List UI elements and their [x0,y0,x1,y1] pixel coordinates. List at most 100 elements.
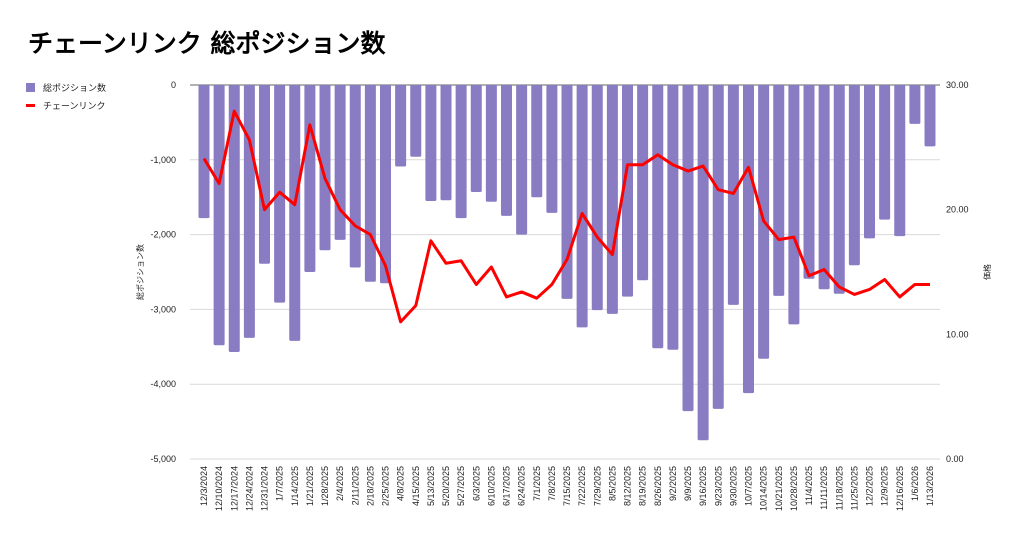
x-tick-label: 12/24/2024 [244,466,254,511]
bar [289,85,301,341]
y-tick-right: 20.00 [946,205,969,215]
y-tick-left: -1,000 [150,155,176,165]
bar [712,85,724,409]
legend-label: チェーンリンク [43,101,106,112]
bar [425,85,437,201]
x-tick-label: 2/4/2025 [335,466,345,501]
bar [243,85,255,338]
x-tick-label: 7/8/2025 [547,466,557,501]
x-tick-label: 1/14/2025 [290,466,300,506]
legend-swatch-bar [26,82,35,92]
x-tick-label: 11/18/2025 [834,466,844,510]
y-tick-right: 30.00 [946,80,969,90]
bar [803,85,815,279]
x-tick-label: 7/1/2025 [532,466,542,501]
bar [697,85,709,441]
bar [455,85,467,219]
bar [924,85,936,147]
y-axis-label-left: 総ポジション数 [135,244,145,300]
x-tick-label: 1/28/2025 [320,466,330,506]
x-tick-label: 8/19/2025 [638,466,648,506]
x-tick-label: 1/21/2025 [305,466,315,506]
bar [818,85,830,290]
x-tick-label: 10/14/2025 [759,466,769,511]
bar [833,85,845,294]
bar [228,85,240,353]
x-tick-label: 10/7/2025 [744,466,754,506]
bar [879,85,891,220]
x-tick-label: 12/17/2024 [229,466,239,511]
y-tick-left: 0 [171,80,176,90]
y-tick-left: -3,000 [150,304,176,314]
x-tick-label: 6/3/2025 [471,466,481,501]
x-tick-label: 8/26/2025 [653,466,663,506]
x-tick-label: 6/17/2025 [502,466,512,506]
bar [470,85,482,192]
bar [349,85,361,268]
legend-label: 総ポジション数 [43,83,107,94]
x-tick-label: 7/15/2025 [562,466,572,506]
bar [213,85,225,346]
bar [304,85,316,272]
x-tick-label: 5/20/2025 [441,466,451,506]
legend-swatch-line [26,103,35,107]
y-tick-right: 0.00 [946,454,964,464]
x-tick-label: 10/28/2025 [789,466,799,511]
x-tick-label: 9/16/2025 [698,466,708,506]
x-tick-label: 12/10/2024 [214,466,224,511]
y-tick-right: 10.00 [946,329,969,339]
x-tick-label: 1/6/2026 [910,466,920,501]
y-tick-left: -5,000 [150,454,176,464]
x-tick-label: 5/13/2025 [426,466,436,506]
bar [667,85,679,350]
x-tick-label: 2/25/2025 [381,466,391,506]
bar [894,85,906,237]
bar [531,85,543,198]
bar [788,85,800,325]
bar [546,85,558,213]
x-tick-label: 12/9/2025 [880,466,890,506]
bar [319,85,331,251]
bar [682,85,694,412]
x-tick-label: 1/13/2026 [925,466,935,506]
legend-item-price: チェーンリンク [26,96,106,114]
x-tick-label: 9/30/2025 [728,466,738,506]
x-tick-label: 1/7/2025 [275,466,285,501]
x-tick-label: 9/9/2025 [683,466,693,501]
bar [606,85,618,314]
bar [485,85,497,202]
bar [848,85,860,266]
legend: 総ポジション数 チェーンリンク [26,78,106,114]
x-tick-label: 12/16/2025 [895,466,905,511]
bar [576,85,588,328]
x-tick-label: 6/24/2025 [517,466,527,506]
x-tick-label: 5/27/2025 [456,466,466,506]
x-tick-label: 9/23/2025 [713,466,723,506]
x-tick-label: 12/3/2024 [199,466,209,506]
x-tick-label: 2/18/2025 [365,466,375,506]
x-tick-label: 11/11/2025 [819,466,829,510]
x-tick-label: 8/12/2025 [623,466,633,506]
x-tick-label: 11/4/2025 [804,466,814,505]
bar [591,85,603,311]
bar [380,85,391,284]
bar [410,85,422,157]
x-tick-label: 10/21/2025 [774,466,784,511]
bar [395,85,407,167]
bar [773,85,785,296]
bar [864,85,875,239]
bar [501,85,512,216]
bar [622,85,633,297]
x-tick-label: 12/2/2025 [865,466,875,506]
x-tick-label: 7/29/2025 [592,466,602,506]
x-tick-label: 4/15/2025 [411,466,421,506]
y-axis-label-right: 価格 [982,264,992,280]
bar [652,85,664,349]
chart-title: チェーンリンク 総ポジション数 [28,29,386,58]
bar [516,85,528,235]
bar [637,85,649,281]
x-tick-label: 2/11/2025 [350,466,360,505]
bar [909,85,921,124]
y-tick-left: -2,000 [150,230,176,240]
